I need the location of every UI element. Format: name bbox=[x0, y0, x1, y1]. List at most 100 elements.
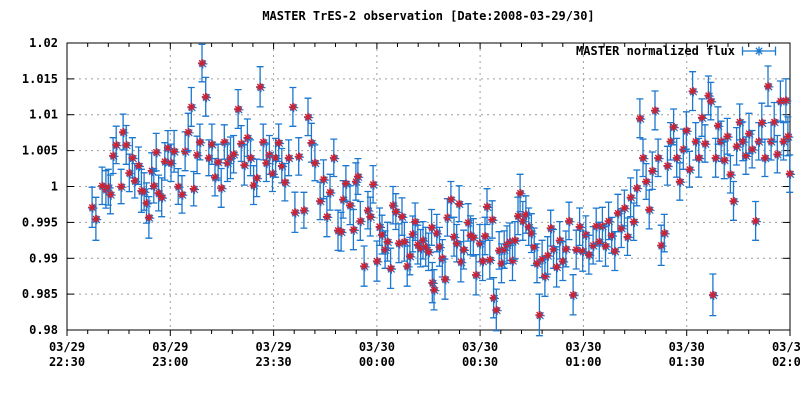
data-point bbox=[117, 168, 127, 205]
data-point bbox=[152, 132, 162, 172]
data-point bbox=[349, 208, 359, 251]
data-point bbox=[411, 202, 421, 242]
data-points bbox=[88, 43, 796, 337]
data-point bbox=[184, 112, 194, 152]
data-point bbox=[500, 230, 510, 269]
data-point bbox=[98, 166, 108, 206]
data-point bbox=[685, 150, 695, 188]
data-point bbox=[459, 229, 469, 270]
data-point bbox=[88, 186, 98, 229]
data-point bbox=[510, 220, 521, 260]
data-point bbox=[561, 230, 572, 268]
svg-text:03/29: 03/29 bbox=[256, 340, 292, 354]
svg-text:23:00: 23:00 bbox=[152, 355, 188, 369]
data-point bbox=[346, 185, 356, 226]
data-point bbox=[246, 139, 256, 177]
data-point bbox=[751, 200, 761, 241]
data-point bbox=[492, 288, 502, 332]
data-point bbox=[776, 80, 786, 122]
data-point bbox=[729, 180, 739, 221]
data-point bbox=[187, 86, 197, 127]
data-point bbox=[723, 117, 733, 155]
data-point bbox=[198, 43, 208, 83]
data-point bbox=[483, 188, 493, 226]
data-point bbox=[488, 200, 498, 239]
data-point bbox=[229, 134, 239, 174]
data-point bbox=[427, 208, 437, 246]
data-point bbox=[558, 241, 569, 282]
data-point bbox=[252, 158, 263, 198]
data-point bbox=[391, 193, 402, 231]
legend: MASTER normalized flux bbox=[576, 44, 778, 58]
svg-text:03/30: 03/30 bbox=[772, 340, 800, 354]
svg-text:01:00: 01:00 bbox=[565, 355, 601, 369]
data-point bbox=[268, 155, 278, 193]
data-point bbox=[626, 177, 636, 218]
data-point bbox=[760, 138, 771, 178]
data-point bbox=[147, 152, 158, 190]
data-point bbox=[262, 143, 272, 183]
data-point bbox=[595, 221, 605, 262]
data-point bbox=[204, 139, 215, 177]
svg-text:02:00: 02:00 bbox=[772, 355, 800, 369]
data-point bbox=[189, 170, 200, 207]
data-point bbox=[432, 213, 443, 253]
data-point bbox=[178, 175, 188, 214]
svg-text:03/30: 03/30 bbox=[359, 340, 395, 354]
data-point bbox=[211, 157, 221, 197]
data-point bbox=[284, 139, 295, 177]
data-point bbox=[375, 207, 385, 247]
data-point bbox=[170, 129, 180, 173]
data-point bbox=[748, 129, 758, 169]
data-point bbox=[310, 144, 321, 182]
data-point bbox=[369, 164, 379, 204]
data-point bbox=[339, 180, 349, 219]
data-point bbox=[405, 236, 416, 276]
data-point bbox=[280, 162, 291, 202]
data-point bbox=[326, 173, 336, 211]
data-point bbox=[584, 234, 595, 275]
data-point bbox=[214, 143, 224, 181]
data-point bbox=[620, 189, 630, 227]
data-point bbox=[106, 174, 116, 215]
data-point bbox=[669, 108, 679, 146]
data-point bbox=[353, 157, 364, 196]
data-point bbox=[754, 121, 765, 161]
data-point bbox=[623, 217, 633, 257]
data-point bbox=[601, 225, 611, 267]
data-point bbox=[259, 123, 269, 161]
chart-title: MASTER TrES-2 observation [Date:2008-03-… bbox=[262, 9, 595, 23]
data-point bbox=[726, 154, 736, 194]
data-point bbox=[613, 193, 624, 233]
data-point bbox=[666, 121, 676, 161]
data-point bbox=[360, 245, 370, 287]
svg-text:1: 1 bbox=[51, 180, 58, 194]
data-point bbox=[688, 71, 698, 112]
data-point bbox=[569, 274, 579, 316]
data-point bbox=[294, 137, 305, 176]
data-point bbox=[456, 241, 467, 283]
data-point bbox=[154, 174, 164, 212]
data-point bbox=[122, 124, 132, 165]
data-point bbox=[738, 121, 749, 162]
data-point bbox=[720, 140, 730, 180]
legend-label: MASTER normalized flux bbox=[576, 44, 735, 58]
data-point bbox=[672, 137, 683, 178]
data-point bbox=[226, 136, 236, 180]
data-point bbox=[770, 101, 780, 142]
data-point bbox=[167, 143, 177, 183]
data-point bbox=[223, 143, 233, 183]
data-point bbox=[288, 86, 299, 127]
data-point bbox=[592, 207, 602, 245]
data-point bbox=[764, 65, 774, 107]
data-point bbox=[119, 113, 129, 151]
data-point bbox=[109, 137, 119, 175]
svg-text:03/30: 03/30 bbox=[565, 340, 601, 354]
svg-text:22:30: 22:30 bbox=[49, 355, 85, 369]
data-point bbox=[304, 97, 314, 137]
data-point bbox=[125, 153, 135, 193]
svg-text:23:30: 23:30 bbox=[256, 355, 292, 369]
data-point bbox=[701, 124, 711, 163]
